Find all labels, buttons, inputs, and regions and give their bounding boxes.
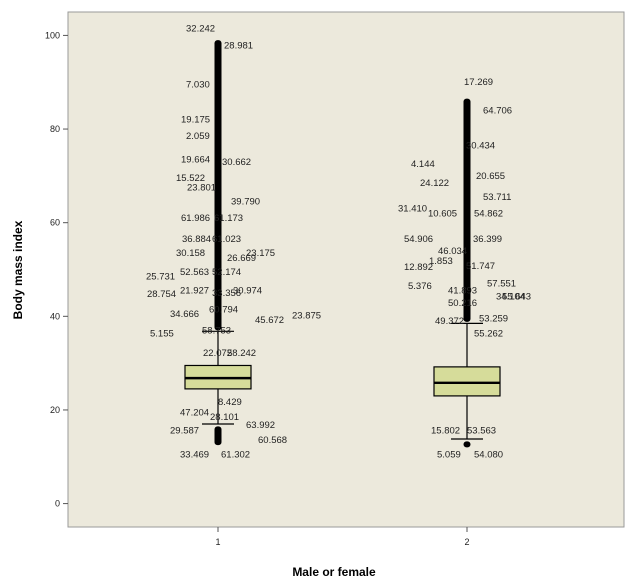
outlier-label: 15.522 <box>176 173 205 184</box>
outlier-label: 45.672 <box>255 315 284 326</box>
outlier-label: 22.072 <box>203 348 232 359</box>
outlier-label: 28.981 <box>224 41 253 52</box>
outlier-cluster-low <box>463 441 471 448</box>
box-group-1 <box>184 40 252 446</box>
x-tick-label: 2 <box>464 537 469 547</box>
y-axis-title: Body mass index <box>11 220 25 319</box>
outlier-label: 60.568 <box>258 435 287 446</box>
outlier-label: 24.122 <box>420 178 449 189</box>
outlier-label: 7.030 <box>186 80 210 91</box>
outlier-label: 20.655 <box>476 171 505 182</box>
plot-background <box>67 11 625 528</box>
box-group-2 <box>433 98 501 448</box>
outlier-label: 63.992 <box>246 420 275 431</box>
outlier-label: 32.242 <box>186 23 215 34</box>
outlier-label: 28.101 <box>210 412 239 423</box>
y-tick-label: 60 <box>50 218 60 228</box>
outlier-cluster-high <box>463 98 471 322</box>
outlier-label: 1.853 <box>429 256 453 267</box>
outlier-label: 2.059 <box>186 131 210 142</box>
y-tick-label: 20 <box>50 405 60 415</box>
outlier-labels-layer: 32.242 28.981 7.030 19.175 2.059 19.664 30.662… <box>146 23 531 460</box>
outlier-label: 55.262 <box>474 329 503 340</box>
outlier-cluster-high <box>214 40 222 331</box>
outlier-label: 55.643 <box>502 292 531 303</box>
outlier-label: 23.875 <box>292 310 321 321</box>
outlier-label: 49.372 <box>435 316 464 327</box>
outlier-label: 61.173 <box>214 213 243 224</box>
outlier-label: 54.906 <box>404 234 433 245</box>
outlier-label: 52.174 <box>212 267 241 278</box>
outlier-label: 64.706 <box>483 105 512 116</box>
outlier-label: 5.059 <box>437 449 461 460</box>
outlier-label: 26.669 <box>227 253 256 264</box>
outlier-label: 57.551 <box>487 279 516 290</box>
outlier-cluster-low <box>214 426 222 446</box>
outlier-label: 61.023 <box>212 234 241 245</box>
outlier-label: 28.754 <box>147 289 176 300</box>
box-iqr <box>433 366 501 397</box>
outlier-label: 30.974 <box>233 286 262 297</box>
outlier-label: 31.410 <box>398 204 427 215</box>
outlier-label: 23.801 <box>187 183 216 194</box>
outlier-label: 36.884 <box>182 234 211 245</box>
outlier-label: 8.429 <box>218 397 242 408</box>
outlier-label: 54.080 <box>474 449 503 460</box>
outlier-label: 53.563 <box>467 426 496 437</box>
outlier-label: 23.175 <box>246 248 275 259</box>
outlier-label: 4.144 <box>411 159 435 170</box>
y-tick-label: 80 <box>50 124 60 134</box>
outlier-label: 19.175 <box>181 115 210 126</box>
outlier-label: 30.662 <box>222 157 251 168</box>
outlier-label: 58.753 <box>202 325 231 336</box>
outlier-label: 61.986 <box>181 213 210 224</box>
outlier-label: 52.563 <box>180 267 209 278</box>
outlier-label: 34.666 <box>170 309 199 320</box>
outlier-label: 25.731 <box>146 272 175 283</box>
outlier-label: 39.790 <box>231 197 260 208</box>
outlier-label: 33.356 <box>212 288 241 299</box>
outlier-label: 46.034 <box>438 246 467 257</box>
x-tick-label: 1 <box>215 537 220 547</box>
outlier-label: 5.155 <box>150 329 174 340</box>
outlier-label: 41.893 <box>448 286 477 297</box>
y-axis: 0 20 40 60 80 100 <box>45 30 68 509</box>
outlier-label: 15.802 <box>431 426 460 437</box>
outlier-label: 30.434 <box>466 140 495 151</box>
outlier-label: 51.747 <box>466 261 495 272</box>
outlier-label: 5.376 <box>408 281 432 292</box>
outlier-label: 30.158 <box>176 248 205 259</box>
boxes-layer <box>184 40 501 448</box>
outlier-label: 60.794 <box>209 304 238 315</box>
outlier-label: 17.269 <box>464 77 493 88</box>
x-axis-title: Male or female <box>292 565 376 579</box>
outlier-label: 58.242 <box>227 348 256 359</box>
outlier-label: 19.664 <box>181 154 210 165</box>
outlier-label: 36.399 <box>473 234 502 245</box>
outlier-label: 50.216 <box>448 298 477 309</box>
outlier-label: 12.892 <box>404 262 433 273</box>
outlier-label: 61.302 <box>221 449 250 460</box>
outlier-label: 21.927 <box>180 286 209 297</box>
y-tick-label: 100 <box>45 30 60 40</box>
y-tick-label: 0 <box>55 499 60 509</box>
outlier-label: 33.469 <box>180 449 209 460</box>
outlier-label: 53.259 <box>479 314 508 325</box>
outlier-label: 10.605 <box>428 208 457 219</box>
outlier-label: 54.862 <box>474 208 503 219</box>
outlier-label: 47.204 <box>180 407 209 418</box>
y-tick-label: 40 <box>50 311 60 321</box>
outlier-label: 53.711 <box>483 192 511 203</box>
outlier-label: 34.104 <box>496 292 525 303</box>
outlier-label: 29.587 <box>170 426 199 437</box>
